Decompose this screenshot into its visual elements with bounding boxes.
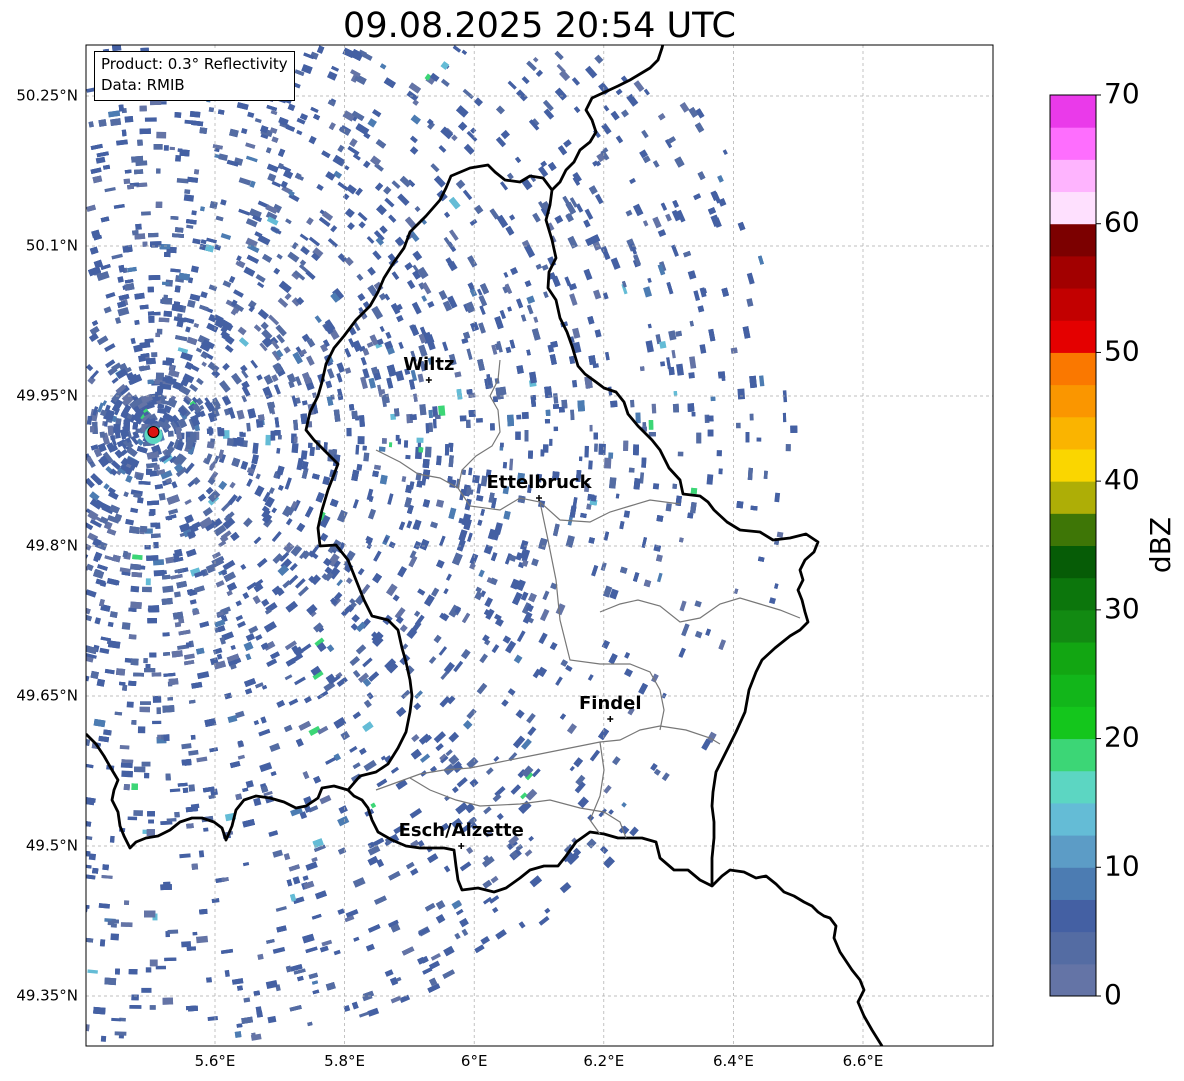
colorbar-frame <box>1049 94 1097 997</box>
canton-boundaries <box>375 359 801 839</box>
colorbar-segment <box>1050 867 1096 900</box>
colorbar-segment <box>1050 191 1096 225</box>
colorbar-segment <box>1050 95 1096 128</box>
info-box: Product: 0.3° Reflectivity Data: RMIB <box>94 51 295 101</box>
colorbar-segment <box>1050 770 1096 804</box>
colorbar-tick-label: 10 <box>1104 849 1140 882</box>
radar-site-marker <box>147 426 160 438</box>
colorbar-segment <box>1050 127 1096 160</box>
lat-tick-label: 49.35°N <box>16 987 78 1005</box>
city-label: Wiltz <box>403 354 454 375</box>
city-marker <box>425 377 432 383</box>
country-borders <box>86 45 884 1046</box>
city-label: Esch/Alzette <box>399 820 524 841</box>
lon-tick-label: 6°E <box>461 1052 488 1070</box>
colorbar-segment <box>1050 352 1096 386</box>
lon-tick-label: 6.6°E <box>843 1052 884 1070</box>
colorbar-segment <box>1050 448 1096 482</box>
colorbar: 0 10 20 30 40 50 60 70 dBZ <box>1049 77 1177 1011</box>
colorbar-segment <box>1050 416 1096 450</box>
colorbar-segment <box>1050 835 1096 868</box>
colorbar-segment <box>1050 642 1096 675</box>
radar-site-layer <box>144 426 163 444</box>
colorbar-segment <box>1050 288 1096 321</box>
city-marker <box>458 843 465 849</box>
colorbar-segment <box>1050 255 1096 289</box>
colorbar-segment <box>1050 706 1096 740</box>
colorbar-segment <box>1050 384 1096 418</box>
colorbar-tick-label: 30 <box>1104 592 1140 625</box>
lat-tick-label: 49.8°N <box>26 537 78 555</box>
lat-tick-label: 50.1°N <box>26 237 78 255</box>
city-labels: Wiltz Ettelbruck Findel Esch/Alzette <box>399 354 642 841</box>
city-marker <box>607 716 614 722</box>
colorbar-segment <box>1050 802 1096 836</box>
data-source-label: Data: RMIB <box>101 76 185 94</box>
colorbar-segment <box>1050 545 1096 579</box>
chart-title: 09.08.2025 20:54 UTC <box>343 6 736 46</box>
colorbar-segment <box>1050 738 1096 772</box>
colorbar-segment <box>1050 931 1096 965</box>
lat-tick-label: 49.5°N <box>26 837 78 855</box>
colorbar-segment <box>1050 320 1096 353</box>
lon-tick-label: 6.4°E <box>713 1052 754 1070</box>
colorbar-tick-label: 20 <box>1104 721 1140 754</box>
belgium-germany-border <box>551 45 665 191</box>
city-label: Ettelbruck <box>486 472 592 493</box>
radar-echo-layer <box>86 45 798 1042</box>
city-marker <box>536 495 542 501</box>
luxembourg-border <box>304 163 820 894</box>
city-markers <box>425 377 614 849</box>
colorbar-segment <box>1050 609 1096 643</box>
colorbar-tick-label: 70 <box>1104 77 1140 110</box>
colorbar-segment <box>1050 963 1096 997</box>
colorbar-segment <box>1050 899 1096 933</box>
lon-tick-label: 5.8°E <box>324 1052 365 1070</box>
product-label: Product: 0.3° Reflectivity <box>101 55 288 73</box>
colorbar-segment <box>1050 223 1096 257</box>
lat-tick-label: 49.65°N <box>16 687 78 705</box>
axis-ticks: 5.6°E 5.8°E 6°E 6.2°E 6.4°E 6.6°E 50.25°N 50.1°… <box>16 87 883 1071</box>
france-germany-border <box>711 868 884 1046</box>
colorbar-tick-label: 0 <box>1104 978 1122 1011</box>
lon-tick-label: 6.2°E <box>583 1052 624 1070</box>
city-label: Findel <box>579 693 642 714</box>
map-frame <box>85 44 994 1047</box>
colorbar-label: dBZ <box>1144 517 1177 573</box>
colorbar-segment <box>1050 674 1096 707</box>
colorbar-segment <box>1050 577 1096 611</box>
lat-tick-label: 50.25°N <box>16 87 78 105</box>
belgium-france-border <box>86 733 349 850</box>
colorbar-segment <box>1050 513 1096 546</box>
lon-tick-label: 5.6°E <box>195 1052 236 1070</box>
colorbar-segment <box>1050 481 1096 514</box>
colorbar-segment <box>1050 159 1096 193</box>
colorbar-tick-label: 60 <box>1104 206 1140 239</box>
colorbar-tick-label: 50 <box>1104 334 1140 367</box>
colorbar-tick-label: 40 <box>1104 463 1140 496</box>
lat-tick-label: 49.95°N <box>16 387 78 405</box>
